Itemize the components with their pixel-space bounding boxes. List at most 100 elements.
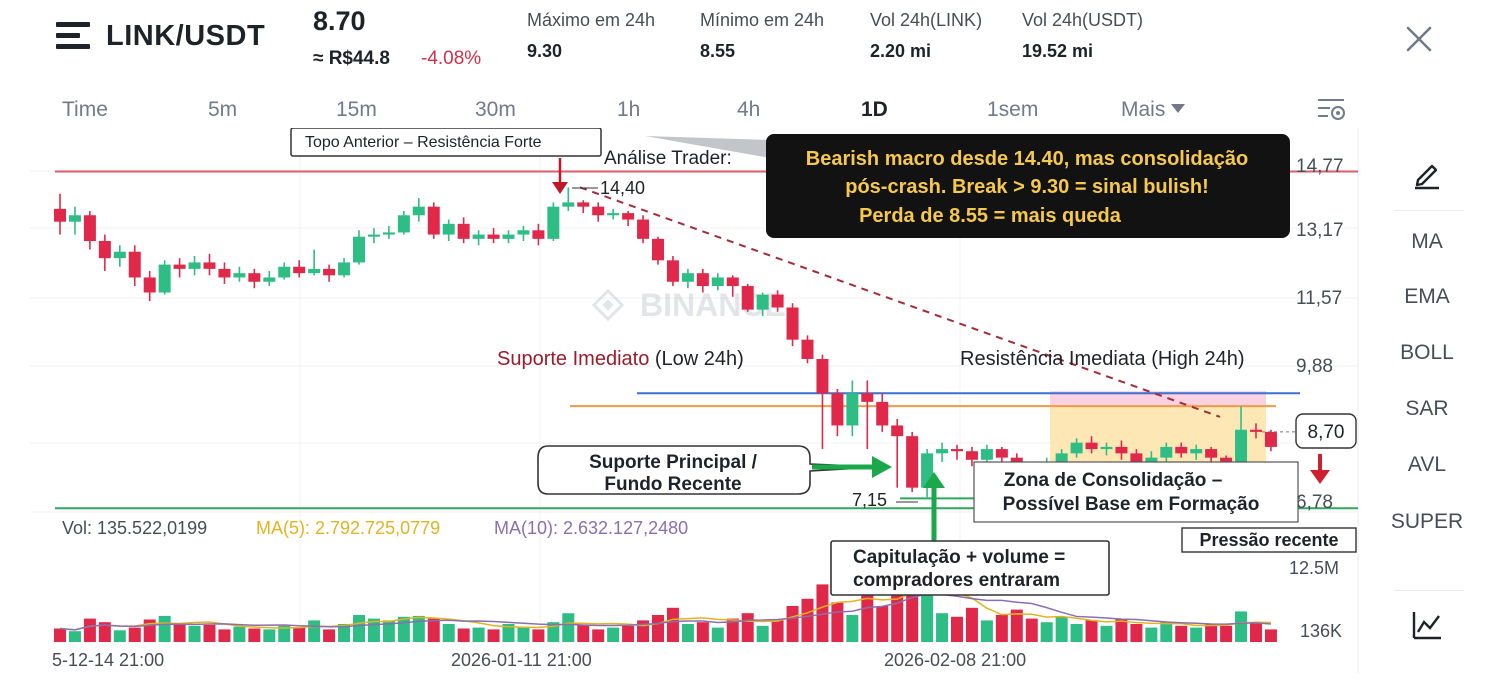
tab-1d[interactable]: 1D [861,98,888,121]
candle-body [442,223,455,235]
tab-4h[interactable]: 4h [737,98,761,121]
pair-title[interactable]: LINK/USDT [106,20,266,52]
indicator-chart-icon[interactable] [1410,608,1444,642]
candle [995,446,1008,465]
candle [278,262,291,280]
volume-bar [652,615,664,642]
candle [158,260,171,295]
candle [113,245,126,267]
candle-body [532,230,545,239]
zona-text: Zona de Consolidação – [1004,470,1223,491]
high-label: 14,40 [600,178,645,198]
ma5-readout: MA(5): 2.792.725,0779 [256,518,441,538]
candle [457,217,470,244]
suporte-imediato-sub: (Low 24h) [655,348,744,370]
price-axis-label: 9,88 [1296,356,1333,377]
indicator-avl[interactable]: AVL [1407,453,1447,476]
last-price: 8.70 [313,6,366,36]
volume-bar [666,607,679,642]
candle-body [1055,453,1068,462]
candle [502,230,515,244]
volume-bar [532,629,545,642]
candle-body [472,234,485,239]
tab-time[interactable]: Time [62,98,108,121]
stat-value: 9.30 [527,41,563,61]
candle [487,228,500,244]
suporte-principal-box [537,445,881,495]
candlestick-chart[interactable]: BINANCE 14,7713,1711,579,886,7812.5M136K… [0,128,1380,678]
candle-body [233,273,246,278]
candle-body [1190,449,1203,454]
chart-settings-icon[interactable] [1314,96,1348,124]
candle-body [1264,431,1277,447]
divider [1394,210,1464,211]
tab-more[interactable]: Mais [1121,98,1186,122]
volume-bar [1250,622,1262,642]
candle [876,393,889,432]
candle [756,292,769,317]
candle-body [517,230,530,235]
volume-bar [995,615,1008,642]
candle [203,253,216,276]
candle-body [323,268,336,276]
candle [412,198,425,222]
volume-bar [487,629,500,642]
candle [1070,438,1083,458]
volume-bar [248,628,261,642]
candle [98,234,111,272]
candle-body [203,262,216,269]
volume-bar [1055,616,1068,642]
volume-bar [83,618,96,642]
stat-label: Mínimo em 24h [700,10,825,30]
tab-5m[interactable]: 5m [208,98,238,121]
tab-30m[interactable]: 30m [475,98,516,121]
volume-bar [891,580,904,642]
candle-body [741,286,754,310]
candle-body [577,202,590,207]
volume-bar [68,631,81,642]
candle [681,268,694,289]
volume-bar [756,625,769,642]
volume-bar [128,627,141,642]
candle [427,202,440,239]
volume-bar [726,618,739,642]
current-price-text: 8,70 [1308,422,1345,443]
candle-body [562,202,575,207]
candle [293,260,306,278]
volume-bar [980,620,993,642]
pencil-icon[interactable] [1410,156,1444,190]
candle [831,389,844,437]
candle [1160,442,1173,462]
candle-body [218,268,231,278]
close-icon[interactable] [1400,20,1438,58]
candle-body [278,266,291,278]
candle [965,446,978,467]
candle-body [98,240,111,259]
candle-body [1250,429,1262,432]
menu-icon[interactable] [56,22,90,50]
indicator-boll[interactable]: BOLL [1400,341,1454,364]
candle-body [980,449,993,460]
volume-bar [1100,625,1113,642]
tab-1h[interactable]: 1h [617,98,641,121]
volume-bar [1220,625,1233,642]
volume-bar [1130,624,1143,642]
candle-body [637,219,650,239]
candle [173,258,186,278]
candle-body [1145,457,1158,462]
tab-more-label: Mais [1121,98,1166,121]
candle-body [1160,446,1173,458]
header: LINK/USDT 8.70 ≈ R$44.8 -4.08% Máximo em… [0,0,1488,88]
volume-bar [412,615,425,642]
tab-1sem[interactable]: 1sem [987,98,1039,121]
volume-bar [1025,618,1038,642]
analise-label: Análise Trader: [604,148,732,169]
indicator-super[interactable]: SUPER [1390,510,1464,533]
candle [696,268,709,293]
indicator-sar[interactable]: SAR [1405,397,1449,420]
indicator-ma[interactable]: MA [1411,230,1443,253]
indicator-ema[interactable]: EMA [1404,285,1450,308]
candle [936,442,949,462]
tab-15m[interactable]: 15m [336,98,377,121]
candle [786,303,799,347]
